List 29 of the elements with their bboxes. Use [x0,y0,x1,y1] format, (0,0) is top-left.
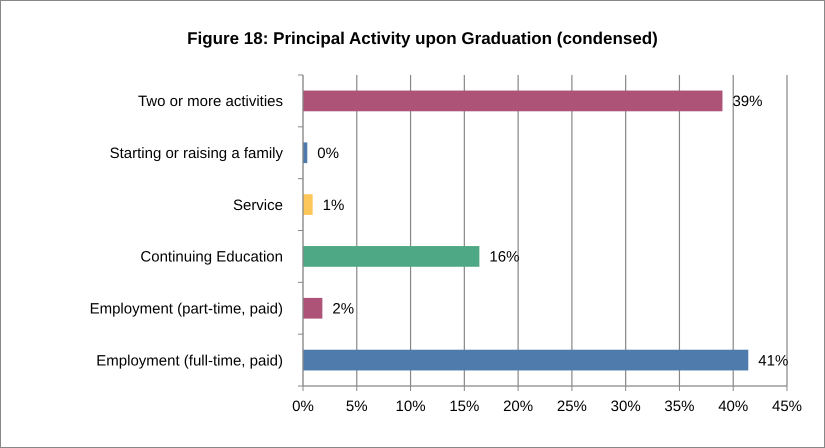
x-tick-label: 20% [503,398,534,415]
data-label: 16% [489,248,520,266]
data-label: 0% [317,145,339,162]
data-label: 1% [322,196,344,214]
data-label: 41% [758,352,788,370]
x-tick-label: 5% [346,398,368,415]
bar [303,90,722,112]
y-tick-label: Employment (part-time, paid) [90,300,283,318]
x-tick-label: 30% [610,398,641,415]
x-tick-label: 25% [556,398,587,415]
chart-title: Figure 18: Principal Activity upon Graduation (condensed) [187,29,658,48]
x-tick-label: 15% [449,398,480,415]
x-tick-label: 45% [772,398,802,415]
x-tick-label: 40% [718,398,748,415]
x-tick-label: 35% [664,398,694,415]
x-tick-label: 0% [292,398,314,415]
bar [303,142,308,164]
bar [303,194,313,215]
y-tick-label: Employment (full-time, paid) [96,352,283,370]
y-tick-label: Service [232,196,283,214]
data-label: 39% [732,93,762,110]
bar [303,298,322,319]
bar [303,246,480,267]
x-tick-label: 10% [396,398,426,415]
data-label: 2% [332,300,354,318]
y-tick-label: Two or more activities [138,93,283,110]
bar [303,350,748,370]
y-tick-label: Starting or raising a family [110,145,284,162]
y-tick-label: Continuing Education [140,248,283,266]
